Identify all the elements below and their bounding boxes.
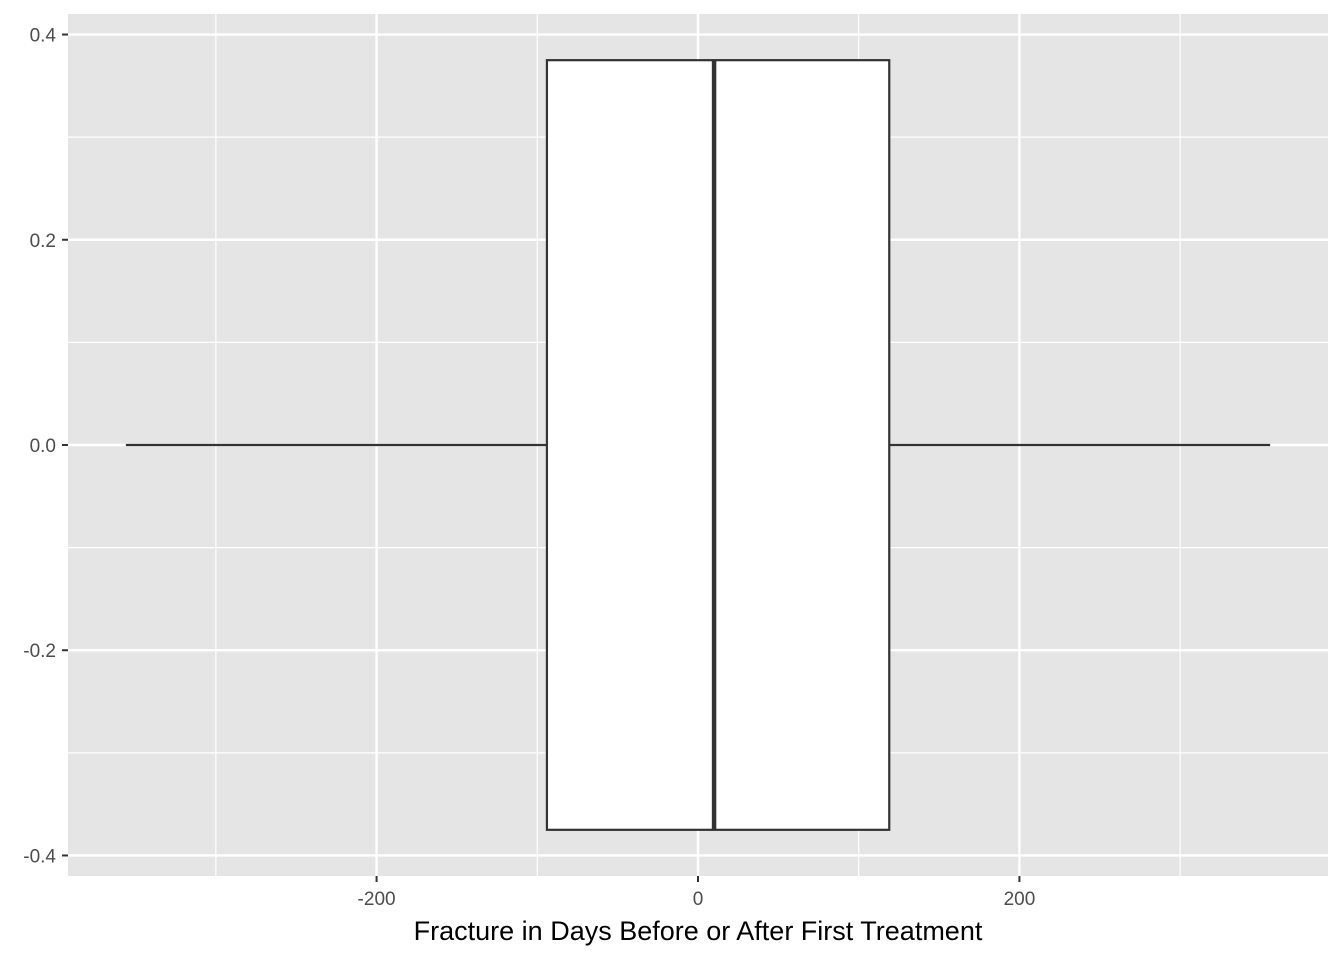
y-tick-label: -0.4 — [23, 846, 56, 867]
y-tick-label: 0.0 — [30, 436, 56, 457]
boxplot-marks — [125, 59, 1271, 831]
x-tick-label: 200 — [1004, 889, 1036, 910]
x-tick-label: 0 — [693, 889, 704, 910]
x-tick-label: -200 — [358, 889, 396, 910]
y-axis: 0.4 0.2 0.0 -0.2 -0.4 — [23, 26, 68, 867]
y-tick-label: 0.4 — [30, 26, 57, 47]
y-tick-label: 0.2 — [30, 231, 56, 252]
y-tick-label: -0.2 — [23, 641, 56, 662]
x-axis-title: Fracture in Days Before or After First T… — [414, 916, 983, 946]
x-axis: -200 0 200 — [358, 876, 1036, 910]
interquartile-box — [545, 59, 891, 831]
